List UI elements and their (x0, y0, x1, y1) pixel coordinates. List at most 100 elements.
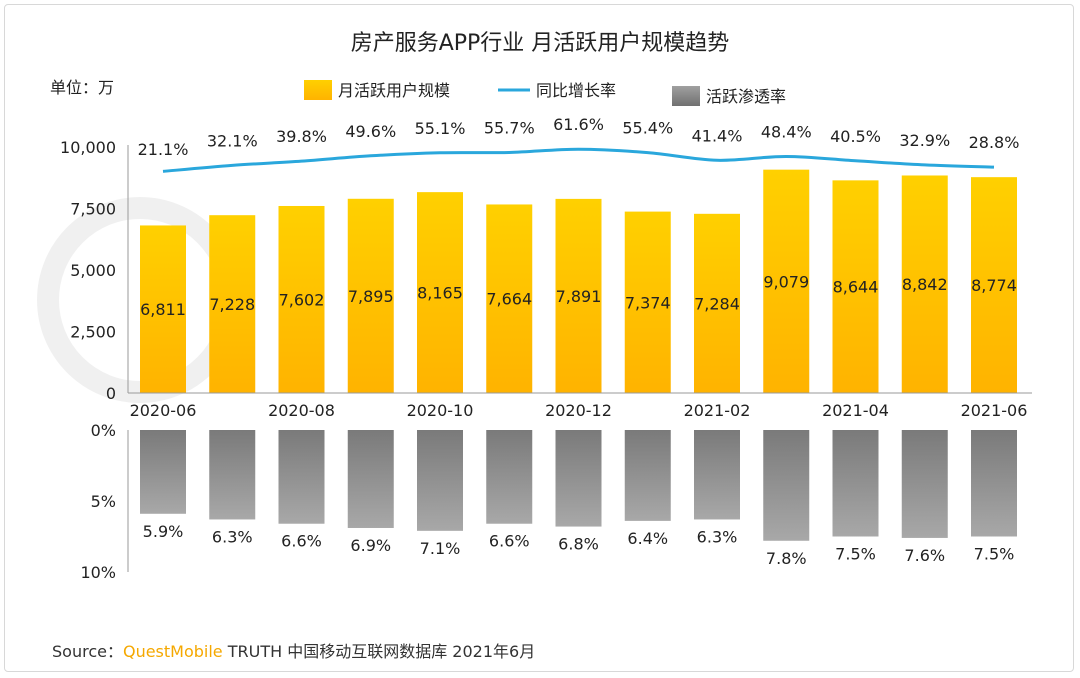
upper-y-tick-label: 7,500 (70, 200, 116, 219)
chart-title: 房产服务APP行业 月活跃用户规模趋势 (351, 31, 730, 56)
penetration-bar (901, 430, 948, 538)
penetration-bar (694, 430, 740, 520)
penetration-bar-label: 6.3% (697, 527, 738, 546)
penetration-bar (624, 430, 671, 521)
mau-bar-label: 8,165 (417, 284, 463, 303)
legend-label-growth: 同比增长率 (536, 81, 616, 100)
penetration-bar-label: 6.8% (558, 535, 599, 554)
legend: 月活跃用户规模 同比增长率 活跃渗透率 (304, 80, 786, 106)
mau-bar (347, 198, 394, 393)
lower-y-tick-label: 5% (91, 492, 116, 511)
mau-bar (694, 213, 740, 393)
mau-bar (555, 198, 602, 393)
penetration-bar (209, 430, 256, 520)
mau-bar-label: 7,891 (556, 287, 602, 306)
unit-label: 单位：万 (50, 78, 114, 97)
x-tick-label: 2021-02 (684, 401, 751, 420)
growth-rate-label: 49.6% (345, 122, 396, 141)
mau-bar-label: 7,228 (209, 295, 255, 314)
mau-bar (417, 192, 463, 393)
growth-rate-label: 41.4% (692, 126, 743, 145)
penetration-bar (486, 430, 533, 524)
mau-bar (971, 177, 1017, 393)
legend-label-mau: 月活跃用户规模 (338, 81, 450, 100)
mau-bar-label: 8,644 (833, 278, 879, 297)
growth-rate-label: 32.9% (899, 131, 950, 150)
chart-frame (4, 4, 1074, 672)
mau-bar (140, 225, 186, 393)
growth-rate-label: 32.1% (207, 131, 258, 150)
growth-rate-label: 55.1% (415, 119, 466, 138)
growth-rate-label: 55.4% (622, 119, 673, 138)
penetration-bar (832, 430, 879, 537)
penetration-bar-label: 5.9% (143, 522, 184, 541)
growth-rate-label: 28.8% (969, 133, 1020, 152)
lower-y-tick-label: 0% (91, 421, 116, 440)
source-brand: QuestMobile (123, 642, 223, 661)
legend-swatch-penetration (672, 86, 700, 106)
penetration-bar-label: 7.5% (835, 545, 876, 564)
mau-bar-label: 9,079 (763, 272, 809, 291)
penetration-bar-label: 7.5% (974, 545, 1015, 564)
penetration-bar (555, 430, 602, 527)
penetration-bar (971, 430, 1017, 537)
mau-bar-label: 7,895 (348, 287, 394, 306)
mau-bar (832, 180, 879, 393)
x-tick-label: 2020-08 (268, 401, 335, 420)
x-axis: 2020-06 2020-08 2020-10 2020-12 2021-02 2021-… (128, 392, 1032, 420)
mau-bar-label: 6,811 (140, 300, 186, 319)
mau-bar-label: 7,284 (694, 294, 740, 313)
mau-bar (624, 211, 671, 393)
mau-bar-label: 7,664 (486, 290, 532, 309)
penetration-bar-label: 7.6% (904, 546, 945, 565)
mau-bar-label: 7,602 (279, 290, 325, 309)
mau-bar-label: 8,774 (971, 276, 1017, 295)
lower-y-tick-label: 10% (80, 563, 116, 582)
mau-bars: 6,811 7,228 7,602 7,895 8,165 7,664 7,891 7,374… (140, 169, 1017, 393)
mau-bar (486, 204, 533, 393)
growth-line-path (162, 147, 995, 173)
mau-bar (763, 169, 810, 393)
upper-y-axis: 0 2,500 5,000 7,500 10,000 (60, 138, 129, 403)
x-tick-label: 2021-06 (961, 401, 1028, 420)
legend-swatch-mau (304, 80, 332, 100)
x-tick-label: 2020-10 (407, 401, 474, 420)
growth-rate-label: 55.7% (484, 118, 535, 137)
penetration-bar (417, 430, 463, 531)
mau-bar (278, 205, 325, 393)
growth-line-series: 21.1% 32.1% 39.8% 49.6% 55.1% 55.7% 61.6% 55.4%… (138, 115, 1020, 173)
penetration-bar-label: 6.6% (489, 532, 530, 551)
growth-rate-label: 61.6% (553, 115, 604, 134)
penetration-bar (347, 430, 394, 528)
source-note: Source：QuestMobile TRUTH 中国移动互联网数据库 2021… (52, 642, 535, 661)
x-tick-label: 2020-06 (130, 401, 197, 420)
mau-bar-label: 7,374 (625, 293, 671, 312)
penetration-bar-label: 7.1% (420, 539, 461, 558)
growth-rate-label: 40.5% (830, 127, 881, 146)
growth-rate-label: 39.8% (276, 127, 327, 146)
growth-rate-label: 21.1% (138, 140, 189, 159)
x-tick-label: 2020-12 (545, 401, 612, 420)
x-tick-label: 2021-04 (822, 401, 889, 420)
penetration-bar (140, 430, 186, 514)
penetration-bar-label: 6.9% (350, 536, 391, 555)
penetration-bar-label: 6.3% (212, 527, 253, 546)
legend-label-penetration: 活跃渗透率 (706, 87, 786, 106)
upper-y-tick-label: 2,500 (70, 323, 116, 342)
mau-bar (901, 175, 948, 393)
lower-y-axis: 0% 5% 10% (80, 421, 129, 582)
penetration-bar (278, 430, 325, 524)
mau-bar-label: 8,842 (902, 275, 948, 294)
penetration-bars: 5.9% 6.3% 6.6% 6.9% 7.1% 6.6% 6.8% 6.4% 6.3% 7.8%… (140, 430, 1017, 568)
penetration-bar-label: 6.4% (627, 529, 668, 548)
upper-y-tick-label: 0 (106, 384, 116, 403)
penetration-bar (763, 430, 810, 541)
penetration-bar-label: 7.8% (766, 549, 807, 568)
source-rest: TRUTH 中国移动互联网数据库 2021年6月 (223, 642, 536, 661)
penetration-bar-label: 6.6% (281, 532, 322, 551)
source-prefix: Source： (52, 642, 123, 661)
growth-rate-label: 48.4% (761, 122, 812, 141)
mau-bar (209, 215, 256, 393)
upper-y-tick-label: 10,000 (60, 138, 116, 157)
